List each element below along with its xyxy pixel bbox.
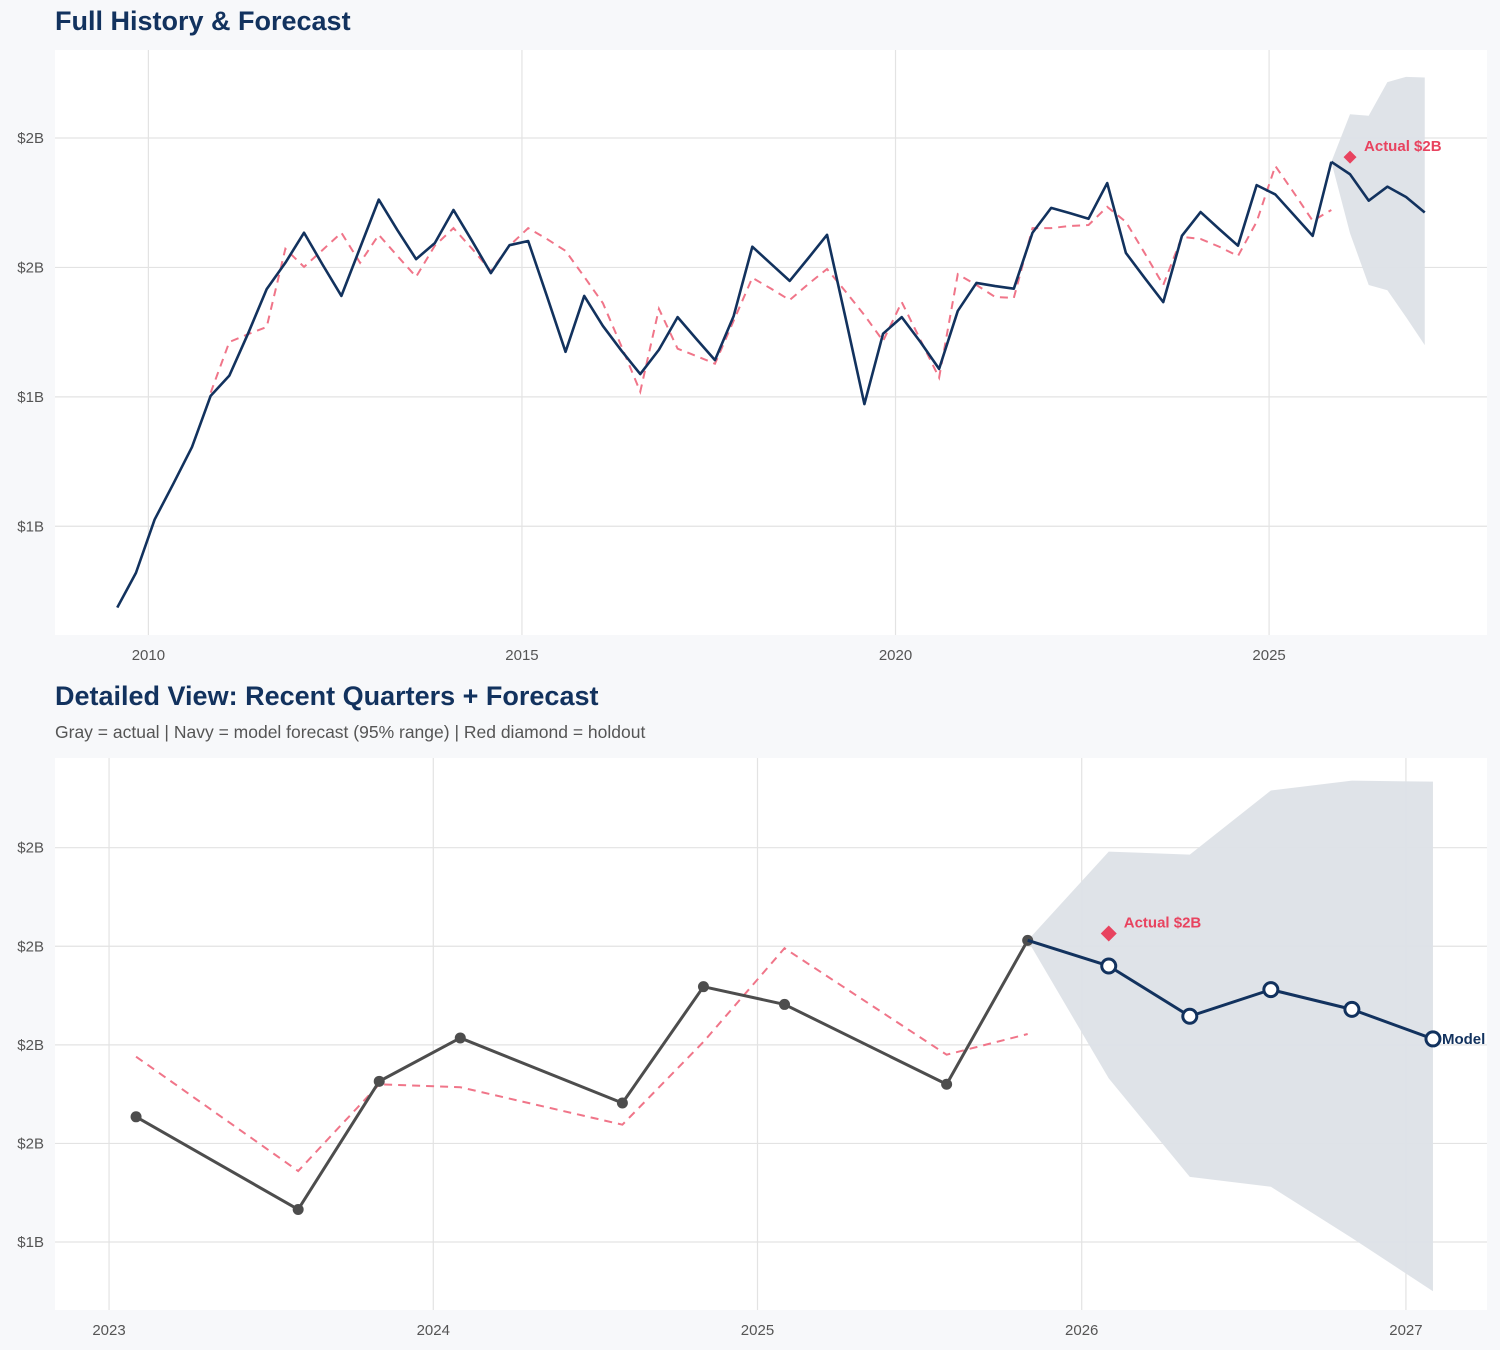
full-history-chart: $1B $1B $2B $2B 2010 2015 2020 2025 Actual $2B: [17, 50, 1487, 664]
detailed-view-chart: $1B $2B $2B $2B $2B 2023 2024 2025 2026 2027 Model…: [17, 758, 1487, 1339]
y-tick-label: $2B: [17, 938, 44, 955]
holdout-diamond: [1100, 925, 1117, 942]
forecast-interval-band: [1331, 76, 1425, 346]
x-tick-label: 2027: [1389, 1322, 1422, 1339]
y-tick-label: $2B: [17, 130, 44, 147]
fitted-line: [209, 163, 1332, 395]
actual-point: [292, 1203, 304, 1215]
forecast-point: [1181, 1007, 1199, 1025]
x-tick-label: 2023: [92, 1322, 125, 1339]
x-tick-label: 2020: [879, 647, 912, 664]
actual-point: [941, 1078, 953, 1090]
actual-point: [454, 1032, 466, 1044]
x-tick-label: 2010: [132, 647, 165, 664]
forecast-point: [1343, 1000, 1361, 1018]
x-tick-label: 2024: [417, 1322, 450, 1339]
actual-point: [373, 1075, 385, 1087]
x-tick-label: 2025: [741, 1322, 774, 1339]
holdout-label: Actual $2B: [1364, 138, 1442, 155]
forecast-line: [1330, 160, 1426, 214]
forecast-interval-band: [1027, 780, 1433, 1292]
x-tick-label: 2026: [1065, 1322, 1098, 1339]
x-tick-label: 2015: [505, 647, 538, 664]
actual-line: [116, 161, 1333, 609]
bottom-chart-title: Detailed View: Recent Quarters + Forecas…: [55, 681, 599, 711]
y-tick-label: $1B: [17, 1234, 44, 1251]
forecast-point: [1424, 1030, 1442, 1048]
forecast-point: [1262, 981, 1280, 999]
bottom-chart-subtitle: Gray = actual | Navy = model forecast (9…: [55, 722, 646, 742]
forecast-line: [1027, 938, 1434, 1041]
holdout-diamond: [1343, 150, 1357, 164]
actual-point: [697, 981, 709, 993]
y-tick-label: $2B: [17, 840, 44, 857]
actual-point: [779, 998, 791, 1010]
plot-area: [55, 50, 1487, 635]
actual-point: [616, 1097, 628, 1109]
y-tick-label: $2B: [17, 1135, 44, 1152]
actual-point: [130, 1111, 142, 1123]
top-chart-title: Full History & Forecast: [55, 6, 351, 36]
holdout-label: Actual $2B: [1124, 914, 1202, 931]
fitted-line: [135, 946, 1028, 1173]
x-tick-label: 2025: [1252, 647, 1285, 664]
y-tick-label: $1B: [17, 518, 44, 535]
forecast-point: [1100, 957, 1118, 975]
y-tick-label: $1B: [17, 389, 44, 406]
y-tick-label: $2B: [17, 259, 44, 276]
y-tick-label: $2B: [17, 1037, 44, 1054]
model-label: Model: [1442, 1031, 1485, 1048]
